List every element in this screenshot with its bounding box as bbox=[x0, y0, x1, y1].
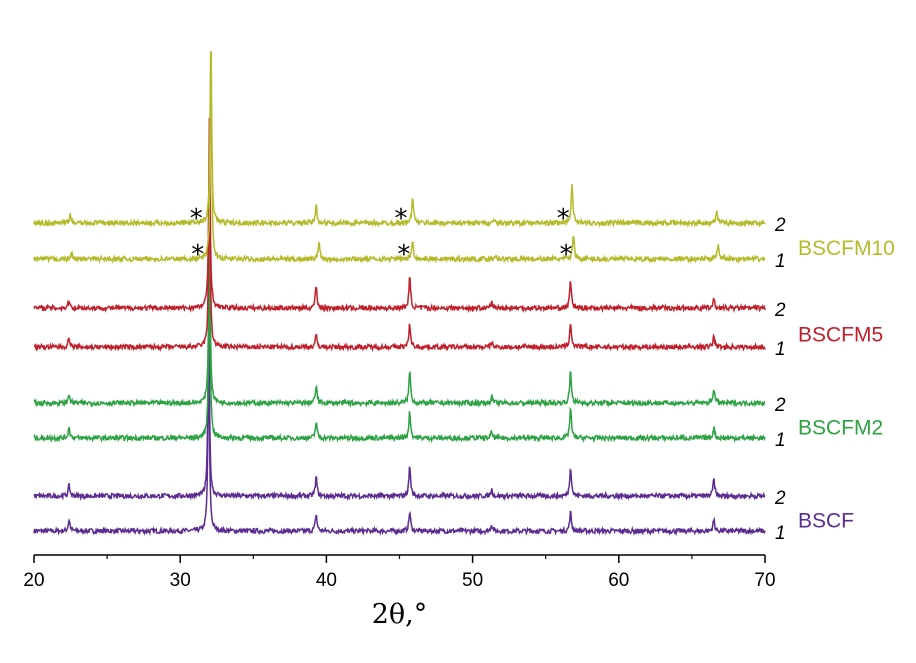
curve-bscfm2-2 bbox=[33, 211, 766, 409]
peak-star-5: * bbox=[560, 240, 573, 270]
x-tick-label-40: 40 bbox=[316, 570, 337, 591]
sample-label-bscfm5: BSCFM5 bbox=[798, 324, 883, 347]
annotations-group: * * * * * * bbox=[190, 204, 573, 270]
curve-label-bscf-2: 2 bbox=[774, 488, 786, 509]
curve-label-bscfm10-1: 1 bbox=[775, 251, 786, 272]
x-tick-label-50: 50 bbox=[462, 570, 483, 591]
curve-bscfm2-1 bbox=[33, 248, 766, 444]
sample-label-bscfm2: BSCFM2 bbox=[798, 417, 883, 440]
curve-bscfm10-2 bbox=[33, 50, 766, 229]
curve-bscf-1 bbox=[33, 345, 766, 537]
x-ticks: 20 30 40 50 60 70 bbox=[23, 555, 776, 591]
curve-group bbox=[33, 50, 766, 537]
curve-label-bscfm2-1: 1 bbox=[775, 430, 786, 451]
peak-star-1: * bbox=[394, 204, 407, 234]
peak-star-3: * bbox=[191, 240, 204, 270]
curve-label-bscfm2-2: 2 bbox=[774, 395, 786, 416]
x-axis: 20 30 40 50 60 70 bbox=[23, 554, 776, 591]
labels-group: 1 2 BSCF 1 2 BSCFM2 1 2 BSCFM5 1 2 BSCFM10 bbox=[774, 215, 895, 544]
x-tick-label-20: 20 bbox=[23, 570, 44, 591]
peak-star-4: * bbox=[397, 240, 410, 270]
sample-label-bscfm10: BSCFM10 bbox=[798, 237, 895, 260]
curve-bscfm5-1 bbox=[33, 157, 766, 353]
x-tick-label-60: 60 bbox=[608, 570, 629, 591]
peak-star-2: * bbox=[557, 204, 570, 234]
curve-label-bscfm5-1: 1 bbox=[775, 339, 786, 360]
curve-label-bscfm10-2: 2 bbox=[774, 215, 786, 236]
x-tick-label-30: 30 bbox=[170, 570, 191, 591]
curve-label-bscf-1: 1 bbox=[775, 523, 786, 544]
curve-bscfm10-1 bbox=[33, 84, 766, 264]
x-axis-title: 2θ,° bbox=[372, 599, 428, 630]
curve-label-bscfm5-2: 2 bbox=[774, 300, 786, 321]
peak-star-0: * bbox=[190, 204, 203, 234]
curve-bscf-2 bbox=[33, 312, 766, 502]
sample-label-bscf: BSCF bbox=[798, 510, 854, 533]
curve-bscfm5-2 bbox=[33, 117, 766, 314]
x-tick-label-70: 70 bbox=[754, 570, 775, 591]
